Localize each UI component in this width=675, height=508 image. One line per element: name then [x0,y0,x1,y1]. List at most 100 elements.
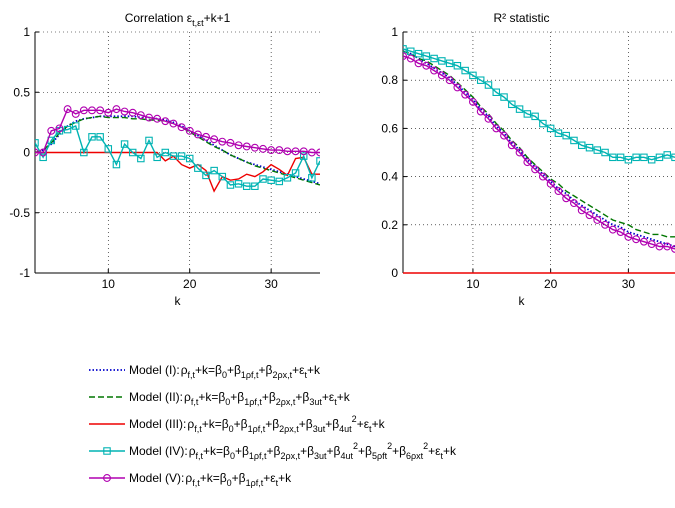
point-model-4 [153,153,161,162]
y-tick-label: 0.4 [381,170,398,184]
legend: Model (I): ρf,t+k=β0+β1ρf,t+β2ρx,t+εt+kM… [89,363,457,488]
point-model-4 [484,81,493,89]
legend-entry-model-5: Model (V): ρf,t+k=β0+β1ρf,t+εt+k [89,471,292,488]
point-model-4 [593,146,602,154]
legend-entry-model-2: Model (II): ρf,t+k=β0+β1ρf,t+β2ρx,t+β3ut… [89,390,351,407]
point-model-5 [202,132,210,141]
legend-entry-model-3: Model (III): ρf,t+k=β0+β1ρf,t+β2ρx,t+β3u… [89,414,386,434]
point-model-4 [137,154,145,163]
point-model-4 [234,180,243,188]
point-model-5 [96,106,105,115]
legend-entry-model-4: Model (IV): ρf,t+k=β0+β1ρf,t+β2ρx,t+β3ut… [89,441,457,461]
point-model-4 [663,151,671,159]
point-model-4 [609,153,617,162]
point-model-4 [476,76,485,84]
point-model-5 [39,148,48,157]
point-model-5 [639,237,648,246]
point-model-5 [55,124,64,133]
point-model-4 [202,171,210,180]
point-model-5 [492,124,501,133]
point-model-4 [145,136,153,145]
chart-title: R² statistic [493,11,549,25]
point-model-5 [437,71,446,80]
point-model-5 [193,130,202,139]
point-model-4 [546,124,555,133]
point-model-5 [624,232,633,241]
point-model-4 [299,152,308,160]
legend-formula: ρf,t+k=β0+β1ρf,t+β2ρx,t+β3ut+β4ut2+εt+k [187,414,385,434]
point-model-5 [128,108,137,117]
y-tick-label: -0.5 [9,206,30,220]
point-model-4 [407,47,415,56]
point-model-5 [484,114,493,123]
point-model-4 [640,153,648,162]
legend-label: Model (I): [129,363,180,377]
point-model-5 [554,187,563,196]
point-model-4 [226,181,235,189]
point-model-5 [291,147,300,156]
point-model-5 [226,138,235,147]
y-tick-label: 1 [23,25,30,39]
point-model-4 [251,182,259,190]
point-model-4 [242,182,251,190]
series-line-model-4 [403,48,675,161]
point-model-4 [308,174,316,182]
point-model-5 [500,131,508,140]
series-line-model-5 [35,108,320,154]
y-tick-label: 0.6 [381,121,398,135]
point-model-5 [616,228,625,236]
point-model-5 [307,148,316,157]
legend-formula: ρf,t+k=β0+β1ρf,t+β2ρx,t+β3ut+εt+k [184,390,351,407]
point-model-5 [577,206,586,215]
point-model-5 [63,105,72,114]
series-line-model-4 [35,125,320,187]
series-line-model-2 [403,50,675,238]
legend-formula: ρf,t+k=β0+β1ρf,t+εt+k [185,471,292,488]
y-tick-label: 0.5 [13,85,30,99]
point-model-4 [63,125,72,134]
point-model-5 [112,105,121,114]
x-tick-label: 10 [102,277,116,291]
point-model-4 [169,152,178,160]
point-model-4 [531,112,539,121]
point-model-4 [275,177,284,186]
point-model-5 [153,114,162,123]
x-axis-label: k [519,294,526,308]
point-model-5 [283,147,292,156]
point-model-4 [430,54,438,63]
legend-label: Model (III): [129,417,186,431]
y-tick-label: 1 [391,25,398,39]
point-model-4 [71,122,80,130]
x-tick-label: 10 [466,277,480,291]
point-model-5 [570,199,578,208]
point-model-5 [234,141,243,150]
point-model-5 [88,106,96,115]
point-model-5 [585,211,594,220]
point-model-4 [104,145,113,153]
point-model-4 [616,153,625,162]
point-model-5 [299,147,308,156]
point-model-5 [515,148,524,157]
point-model-4 [492,88,501,97]
point-model-4 [283,174,292,182]
point-model-5 [104,108,113,117]
legend-label: Model (IV): [129,444,188,458]
point-model-4 [647,155,656,164]
point-model-4 [469,71,477,80]
point-model-5 [242,142,251,151]
point-model-4 [177,152,186,160]
legend-marker [103,474,111,482]
point-model-4 [39,153,47,162]
point-model-5 [655,242,664,251]
x-axis-label: k [175,294,182,308]
point-model-5 [275,146,284,155]
point-model-5 [145,113,153,122]
x-tick-label: 30 [622,277,636,291]
point-model-4 [500,93,508,101]
y-tick-label: 0.8 [381,73,398,87]
point-model-4 [523,110,532,118]
point-model-5 [468,97,477,106]
point-model-4 [624,155,633,164]
point-model-5 [71,109,80,118]
